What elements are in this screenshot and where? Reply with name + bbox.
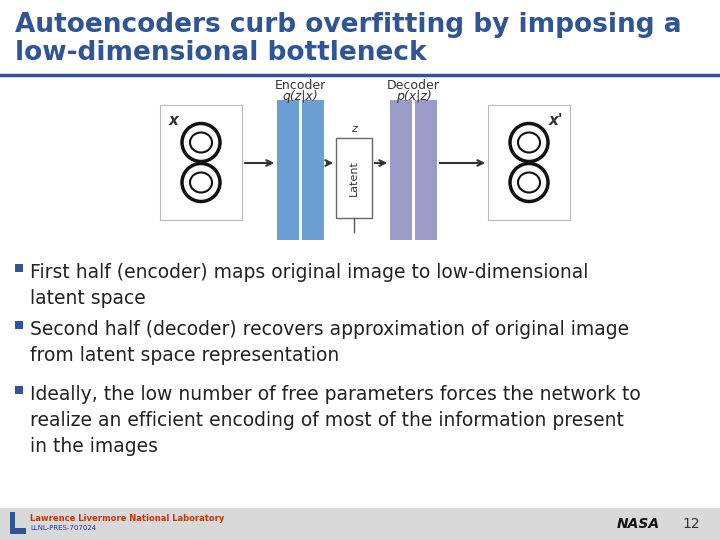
Ellipse shape <box>518 172 540 192</box>
Bar <box>10 512 15 534</box>
Bar <box>302 100 324 240</box>
Bar <box>160 105 242 220</box>
Text: p(x|z): p(x|z) <box>395 90 431 103</box>
Text: Decoder: Decoder <box>387 79 440 92</box>
Bar <box>390 100 412 240</box>
Bar <box>10 528 26 534</box>
Ellipse shape <box>190 132 212 152</box>
Bar <box>0 508 720 540</box>
Text: Ideally, the low number of free parameters forces the network to
realize an effi: Ideally, the low number of free paramete… <box>30 385 641 456</box>
Text: First half (encoder) maps original image to low-dimensional
latent space: First half (encoder) maps original image… <box>30 263 588 308</box>
Text: z: z <box>351 124 357 134</box>
Text: Encoder: Encoder <box>275 79 326 92</box>
Text: x': x' <box>549 113 563 128</box>
Text: Autoencoders curb overfitting by imposing a: Autoencoders curb overfitting by imposin… <box>15 12 682 38</box>
Bar <box>15 386 23 394</box>
Bar <box>336 138 372 218</box>
Bar <box>15 321 23 329</box>
Bar <box>488 105 570 220</box>
Ellipse shape <box>182 164 220 201</box>
Text: Lawrence Livermore National Laboratory: Lawrence Livermore National Laboratory <box>30 514 225 523</box>
Ellipse shape <box>518 132 540 152</box>
Text: LLNL-PRES-707024: LLNL-PRES-707024 <box>30 525 96 531</box>
Ellipse shape <box>190 172 212 192</box>
Ellipse shape <box>182 124 220 161</box>
Text: x: x <box>169 113 179 128</box>
Text: Second half (decoder) recovers approximation of original image
from latent space: Second half (decoder) recovers approxima… <box>30 320 629 364</box>
Bar <box>15 264 23 272</box>
Text: q(z|x): q(z|x) <box>283 90 318 103</box>
Ellipse shape <box>510 164 548 201</box>
Text: low-dimensional bottleneck: low-dimensional bottleneck <box>15 40 427 66</box>
Bar <box>277 100 299 240</box>
Text: Latent: Latent <box>349 160 359 196</box>
Text: 12: 12 <box>683 517 700 531</box>
Ellipse shape <box>510 124 548 161</box>
Bar <box>415 100 437 240</box>
Text: NASA: NASA <box>617 517 660 531</box>
